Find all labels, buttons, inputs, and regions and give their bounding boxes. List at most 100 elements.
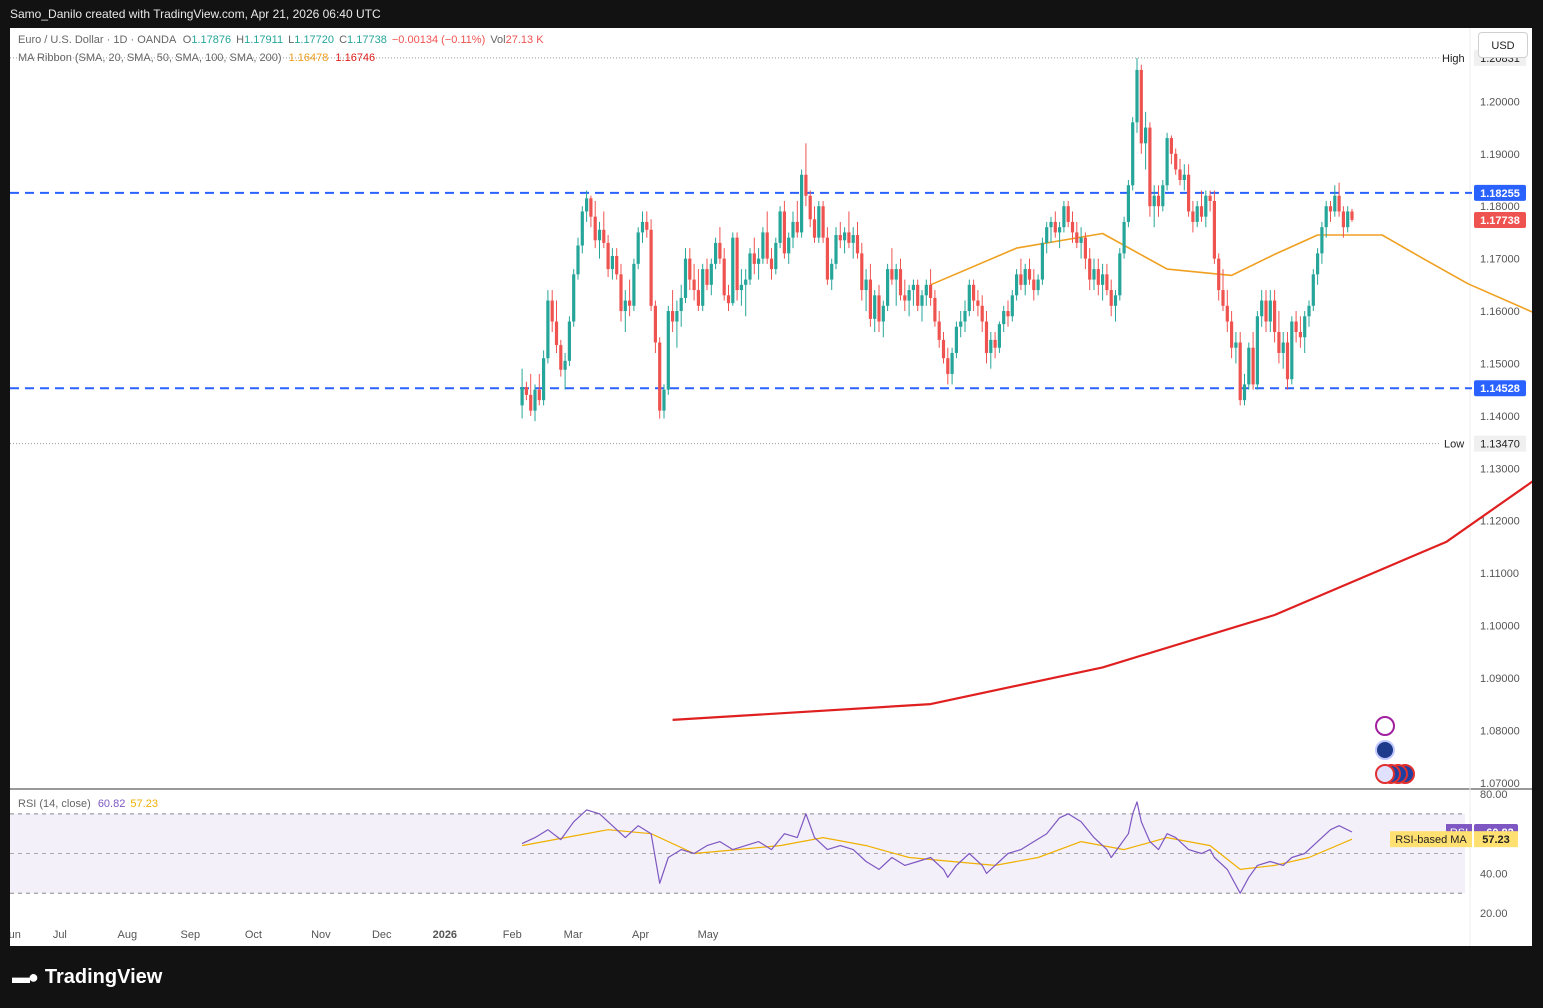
change-value: −0.00134 (−0.11%) xyxy=(391,34,486,46)
candle-162 xyxy=(1217,258,1221,291)
candle-148 xyxy=(1156,195,1161,207)
candle-126 xyxy=(1062,206,1066,228)
time-tick-label-3: Sep xyxy=(181,929,201,941)
ma-legend: MA Ribbon (SMA, 20, SMA, 50, SMA, 100, S… xyxy=(18,52,375,64)
candle-171 xyxy=(1255,316,1259,385)
candle-34 xyxy=(666,311,670,390)
candle-176 xyxy=(1277,332,1281,353)
candle-27 xyxy=(636,232,640,264)
price-tick-label-13: 1.08000 xyxy=(1480,725,1520,737)
candle-3 xyxy=(533,389,537,411)
candle-37 xyxy=(679,297,683,312)
candle-183 xyxy=(1307,305,1311,317)
candle-164 xyxy=(1225,305,1229,322)
time-tick-label-1: Jul xyxy=(53,929,67,941)
candle-99 xyxy=(946,358,950,374)
candle-175 xyxy=(1273,300,1277,332)
candle-6 xyxy=(546,300,550,359)
open-value: 1.17876 xyxy=(191,34,232,46)
candle-102 xyxy=(959,321,963,327)
candle-8 xyxy=(554,321,559,346)
high-label: H xyxy=(236,34,245,46)
symbol-name: Euro / U.S. Dollar · 1D · OANDA xyxy=(18,34,176,46)
candle-186 xyxy=(1320,227,1324,254)
chart-panel[interactable]: 1.210001.200001.190001.180001.170001.160… xyxy=(10,28,1532,946)
candle-28 xyxy=(640,221,645,233)
time-tick-label-7: 2026 xyxy=(433,929,457,941)
candle-23 xyxy=(619,274,623,312)
candle-63 xyxy=(791,221,795,238)
candle-141 xyxy=(1126,185,1130,222)
rsi-ma-tag-label: RSI-based MA xyxy=(1395,834,1467,846)
candle-156 xyxy=(1191,211,1195,222)
candle-58 xyxy=(769,258,774,270)
candle-72 xyxy=(830,263,834,280)
candle-116 xyxy=(1019,274,1023,285)
currency-button[interactable]: USD xyxy=(1478,32,1528,58)
candle-128 xyxy=(1070,221,1075,233)
time-tick-label-4: Oct xyxy=(245,929,262,941)
candle-43 xyxy=(705,269,709,285)
candle-107 xyxy=(980,305,984,322)
candle-61 xyxy=(782,211,786,254)
candle-90 xyxy=(907,290,911,301)
volume-label: Vol xyxy=(490,34,506,46)
candle-46 xyxy=(718,242,722,259)
candle-139 xyxy=(1118,253,1122,296)
candle-32 xyxy=(658,342,662,411)
time-tick-label-10: Apr xyxy=(632,929,649,941)
candle-189 xyxy=(1333,195,1337,212)
candle-29 xyxy=(645,221,649,230)
rsi-ma-tag-bg xyxy=(1390,831,1472,848)
candle-119 xyxy=(1032,279,1036,291)
candle-33 xyxy=(662,389,666,411)
price-tick-label-7: 1.14000 xyxy=(1480,411,1520,423)
candle-145 xyxy=(1144,127,1148,144)
candle-123 xyxy=(1049,221,1053,228)
candle-69 xyxy=(817,206,821,238)
candle-17 xyxy=(593,216,597,241)
candle-62 xyxy=(787,237,791,254)
support-price-label-bg xyxy=(1474,380,1526,397)
candle-169 xyxy=(1247,347,1251,385)
candle-193 xyxy=(1350,211,1354,220)
candle-60 xyxy=(778,211,782,243)
candle-55 xyxy=(757,258,761,264)
time-tick-label-8: Feb xyxy=(503,929,522,941)
ma-label: MA Ribbon (SMA, 20, SMA, 50, SMA, 100, S… xyxy=(18,52,282,64)
candle-165 xyxy=(1230,321,1234,348)
candle-70 xyxy=(821,206,825,238)
candle-10 xyxy=(563,360,567,370)
candle-129 xyxy=(1075,232,1079,243)
price-chart[interactable]: 1.210001.200001.190001.180001.170001.160… xyxy=(10,28,1532,946)
candle-131 xyxy=(1083,237,1087,259)
candle-96 xyxy=(933,297,937,322)
candle-138 xyxy=(1113,295,1118,306)
time-tick-label-9: Mar xyxy=(564,929,583,941)
candle-121 xyxy=(1040,242,1044,280)
candle-86 xyxy=(890,269,894,280)
high-value: 1.17911 xyxy=(244,34,284,46)
candle-127 xyxy=(1066,206,1070,222)
candle-65 xyxy=(800,174,804,233)
rsi-tick-label-1: 40.00 xyxy=(1480,868,1508,880)
candle-91 xyxy=(911,284,915,291)
candle-53 xyxy=(748,253,752,280)
candle-78 xyxy=(855,235,860,254)
candle-36 xyxy=(675,311,679,322)
candle-73 xyxy=(834,235,838,264)
candle-64 xyxy=(795,221,799,233)
candle-77 xyxy=(851,235,855,243)
candle-117 xyxy=(1023,269,1027,285)
candle-75 xyxy=(843,232,847,241)
candle-2 xyxy=(529,394,533,411)
candle-12 xyxy=(572,274,576,322)
us-flag-icon-3 xyxy=(1375,764,1395,784)
resistance-price-label: 1.18255 xyxy=(1480,188,1520,200)
candle-134 xyxy=(1096,269,1100,285)
ma-value-2: 1.16746 xyxy=(335,52,376,64)
time-tick-label-2: Aug xyxy=(117,929,137,941)
candle-19 xyxy=(602,229,606,243)
last-price-label-bg xyxy=(1474,211,1526,228)
candle-84 xyxy=(881,305,885,322)
